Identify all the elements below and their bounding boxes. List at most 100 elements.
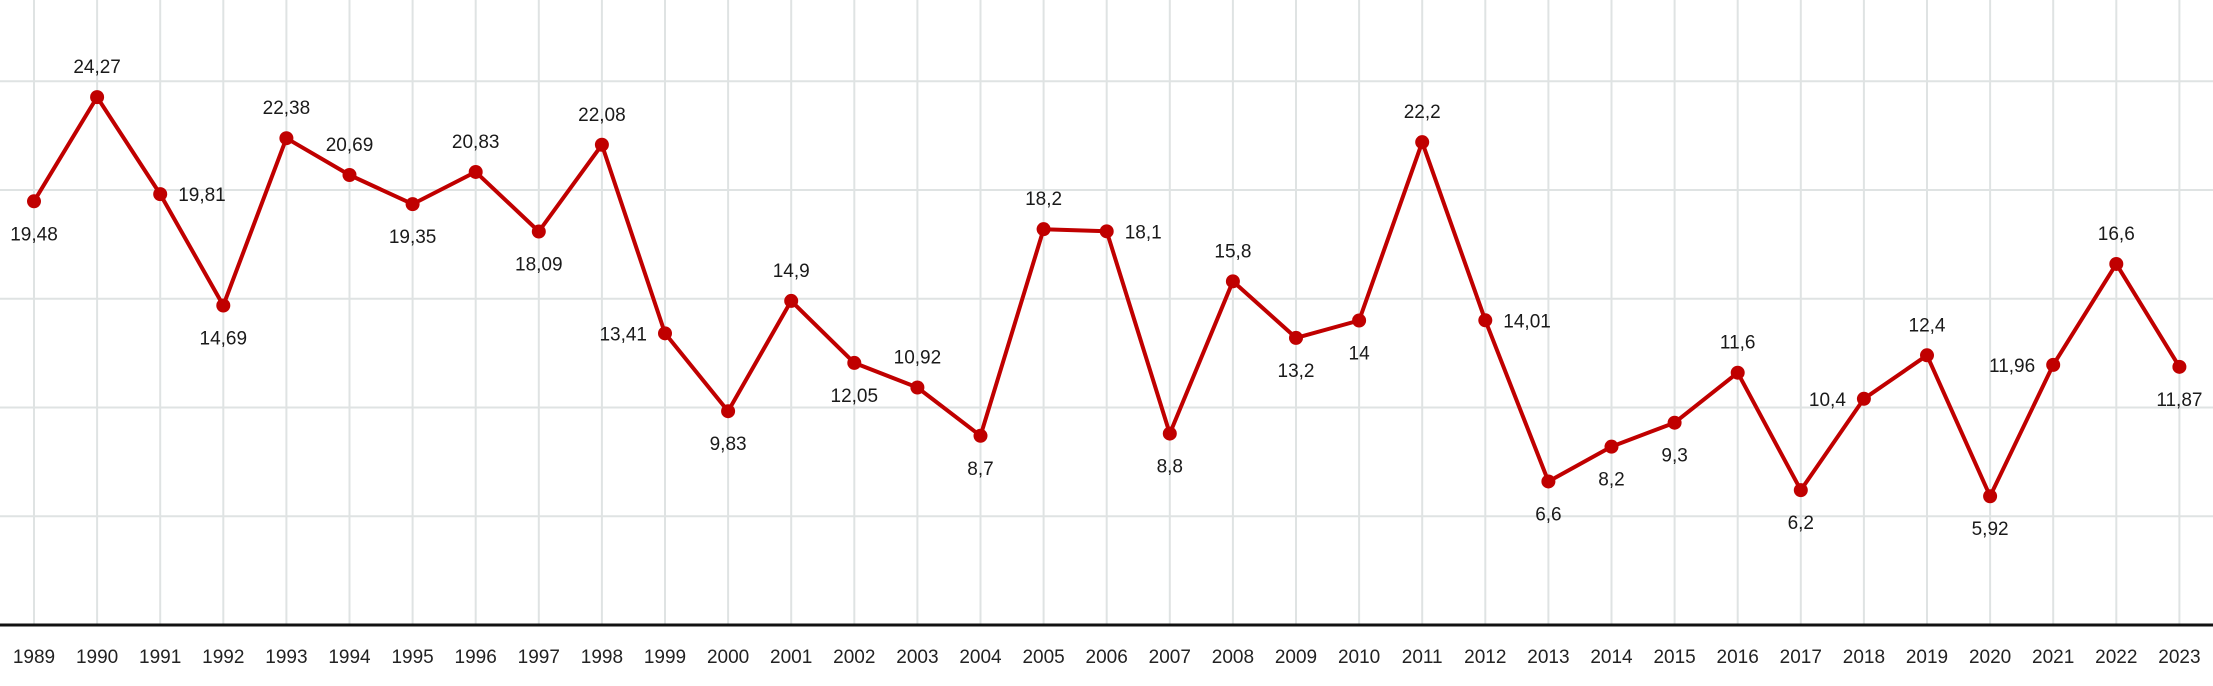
x-tick-label: 2006 bbox=[1086, 647, 1128, 668]
x-tick-label: 1999 bbox=[644, 647, 686, 668]
x-tick-label: 2015 bbox=[1653, 647, 1695, 668]
data-point bbox=[2109, 256, 2124, 271]
data-label: 6,2 bbox=[1788, 513, 1814, 534]
data-point bbox=[90, 90, 105, 105]
x-tick-label: 1989 bbox=[13, 647, 55, 668]
x-tick-label: 2010 bbox=[1338, 647, 1380, 668]
data-point bbox=[1667, 415, 1682, 430]
x-tick-label: 2019 bbox=[1906, 647, 1948, 668]
data-point bbox=[153, 187, 168, 202]
data-point bbox=[1541, 474, 1556, 489]
x-tick-label: 2022 bbox=[2095, 647, 2137, 668]
x-tick-label: 2011 bbox=[1402, 647, 1443, 668]
data-labels: 19,48 24,27 19,81 14,69 22,38 20,69 19,35 20,83… bbox=[10, 57, 2202, 540]
data-label: 19,35 bbox=[389, 227, 437, 248]
x-tick-label: 2012 bbox=[1464, 647, 1506, 668]
data-point bbox=[1289, 330, 1303, 345]
data-label: 13,2 bbox=[1278, 361, 1315, 382]
x-tick-label: 2008 bbox=[1212, 647, 1254, 668]
data-point bbox=[279, 131, 294, 146]
x-tick-label: 2023 bbox=[2158, 647, 2200, 668]
data-label: 15,8 bbox=[1214, 241, 1251, 262]
data-point bbox=[1983, 489, 1998, 504]
data-point bbox=[405, 197, 420, 212]
data-point bbox=[27, 194, 41, 209]
x-tick-label: 2018 bbox=[1843, 647, 1885, 668]
data-point bbox=[1352, 313, 1367, 328]
data-label: 10,92 bbox=[894, 347, 942, 368]
data-label: 8,8 bbox=[1157, 457, 1183, 478]
data-label: 10,4 bbox=[1809, 390, 1846, 411]
data-label: 14,9 bbox=[773, 261, 810, 282]
data-label: 12,4 bbox=[1909, 315, 1946, 336]
data-point bbox=[1036, 222, 1051, 237]
data-point bbox=[721, 404, 736, 419]
data-label: 22,38 bbox=[263, 98, 311, 119]
data-point bbox=[1225, 274, 1240, 289]
data-point bbox=[910, 380, 925, 395]
x-tick-label: 2021 bbox=[2032, 647, 2074, 668]
data-label: 22,2 bbox=[1404, 102, 1441, 123]
x-tick-label: 2009 bbox=[1275, 647, 1317, 668]
data-point bbox=[847, 355, 862, 370]
data-label: 19,48 bbox=[10, 224, 58, 245]
data-point bbox=[784, 293, 799, 308]
x-tick-label: 2000 bbox=[707, 647, 749, 668]
x-tick-label: 1990 bbox=[76, 647, 118, 668]
data-label: 12,05 bbox=[831, 386, 879, 407]
x-tick-label: 2004 bbox=[959, 647, 1002, 668]
data-label: 20,83 bbox=[452, 132, 500, 153]
x-tick-label: 1992 bbox=[202, 647, 244, 668]
data-label: 24,27 bbox=[73, 57, 121, 78]
data-label: 13,41 bbox=[599, 324, 647, 345]
data-point bbox=[1478, 313, 1493, 328]
data-label: 14,01 bbox=[1503, 311, 1551, 332]
data-point bbox=[1162, 426, 1177, 441]
data-label: 18,2 bbox=[1025, 189, 1062, 210]
data-label: 14 bbox=[1349, 344, 1371, 365]
x-tick-label: 1991 bbox=[139, 647, 181, 668]
data-label: 11,87 bbox=[2156, 390, 2202, 411]
x-tick-label: 2002 bbox=[833, 647, 875, 668]
data-point bbox=[1099, 224, 1114, 239]
vertical-gridlines bbox=[33, 0, 2181, 625]
data-point bbox=[1920, 348, 1934, 363]
x-tick-label: 2005 bbox=[1022, 647, 1064, 668]
x-tick-label: 1995 bbox=[391, 647, 433, 668]
data-label: 18,1 bbox=[1125, 222, 1162, 243]
data-point bbox=[531, 224, 546, 239]
data-point bbox=[342, 167, 357, 182]
x-tick-label: 2003 bbox=[896, 647, 938, 668]
data-point bbox=[973, 428, 988, 443]
data-point bbox=[1415, 135, 1430, 150]
x-tick-label: 2007 bbox=[1149, 647, 1191, 668]
data-label: 9,3 bbox=[1661, 446, 1687, 467]
x-tick-label: 2014 bbox=[1590, 647, 1633, 668]
x-tick-label: 1998 bbox=[581, 647, 623, 668]
x-tick-label: 1993 bbox=[265, 647, 307, 668]
x-tick-label: 1994 bbox=[328, 647, 371, 668]
data-point bbox=[1856, 391, 1871, 406]
data-label: 8,7 bbox=[967, 459, 993, 480]
data-point bbox=[1730, 365, 1745, 380]
data-label: 5,92 bbox=[1972, 519, 2009, 540]
data-point bbox=[2172, 359, 2187, 374]
data-point bbox=[594, 137, 609, 152]
data-label: 18,09 bbox=[515, 255, 563, 276]
data-points bbox=[27, 90, 2187, 504]
data-point bbox=[1604, 439, 1619, 454]
data-label: 6,6 bbox=[1535, 504, 1561, 525]
x-tick-label: 2017 bbox=[1780, 647, 1822, 668]
x-tick-label: 1996 bbox=[455, 647, 497, 668]
x-tick-label: 2001 bbox=[770, 647, 812, 668]
data-label: 14,69 bbox=[200, 328, 248, 349]
data-label: 8,2 bbox=[1598, 470, 1624, 491]
data-label: 9,83 bbox=[710, 434, 747, 455]
data-label: 20,69 bbox=[326, 135, 374, 156]
data-point bbox=[1793, 483, 1808, 498]
data-point bbox=[468, 164, 483, 179]
x-tick-label: 2016 bbox=[1717, 647, 1759, 668]
x-tick-label: 2020 bbox=[1969, 647, 2011, 668]
